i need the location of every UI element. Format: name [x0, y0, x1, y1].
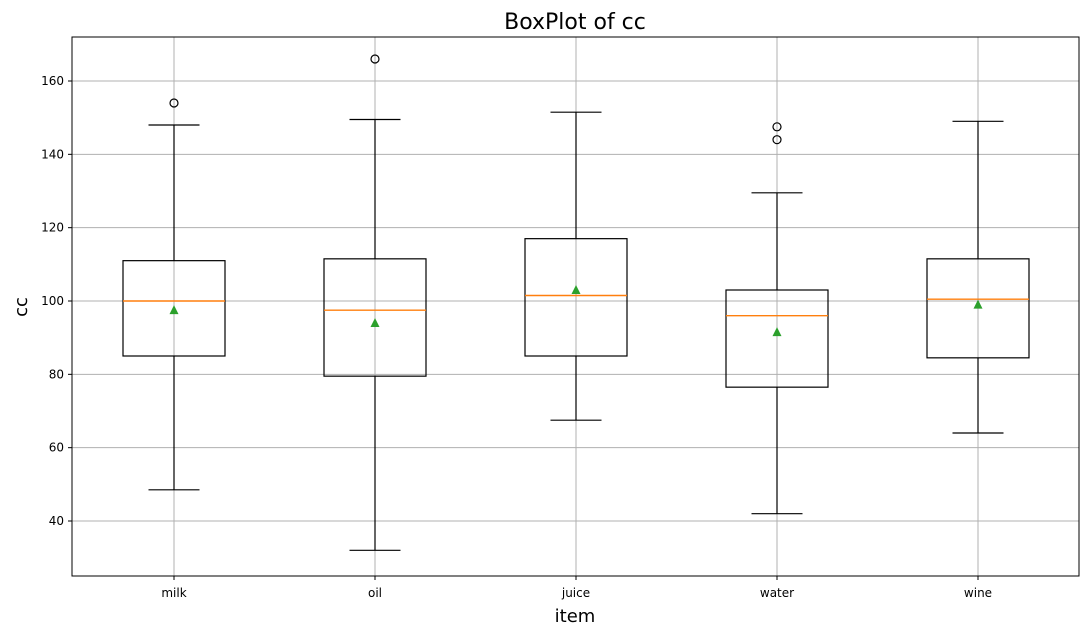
y-tick-label: 140: [41, 147, 64, 161]
box-series: [122, 54, 1030, 551]
x-axis-ticks: milk oil juice water wine: [161, 576, 992, 600]
y-tick-label: 60: [49, 441, 64, 455]
x-tick-label: oil: [368, 586, 382, 600]
y-tick-label: 40: [49, 514, 64, 528]
mean-marker: [571, 285, 581, 294]
y-tick-label: 100: [41, 294, 64, 308]
mean-marker: [772, 327, 782, 337]
outlier-point: [772, 122, 782, 132]
box-group-wine: [926, 120, 1030, 434]
iqr-box: [524, 238, 628, 357]
mean-marker: [169, 305, 179, 315]
y-axis-title: cc: [11, 297, 32, 317]
box-group-milk: [122, 98, 226, 491]
box-group-juice: [524, 111, 628, 421]
x-tick-label: wine: [964, 586, 992, 600]
iqr-box: [122, 260, 226, 357]
y-tick-label: 120: [41, 221, 64, 235]
iqr-box: [926, 258, 1030, 359]
y-axis-ticks: 40 60 80 100 120 140 160: [41, 74, 72, 528]
x-tick-label: juice: [561, 586, 590, 600]
box-group-water: [725, 122, 829, 515]
x-tick-label: water: [760, 586, 794, 600]
iqr-box: [323, 258, 427, 377]
mean-marker: [973, 299, 983, 309]
chart-title: BoxPlot of cc: [504, 10, 646, 35]
x-tick-label: milk: [161, 586, 186, 600]
y-tick-label: 80: [49, 367, 64, 381]
outlier-point: [370, 54, 380, 64]
outlier-point: [169, 98, 179, 108]
iqr-box: [725, 289, 829, 388]
box-group-oil: [323, 54, 427, 551]
outlier-point: [772, 135, 782, 145]
x-axis-title: item: [555, 606, 596, 627]
y-tick-label: 160: [41, 74, 64, 88]
mean-marker: [370, 318, 380, 327]
